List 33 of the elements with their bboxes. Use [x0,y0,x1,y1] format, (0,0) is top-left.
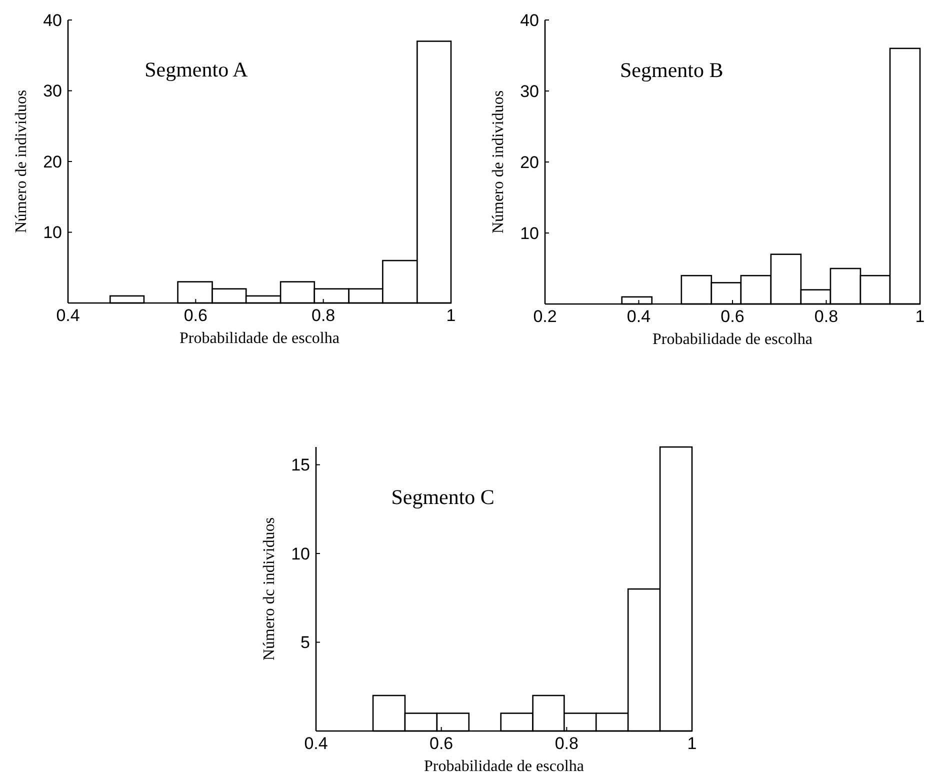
x-axis-title: Probabilidade de escolha [180,330,340,347]
x-axis-title: Probabilidade de escolha [652,331,812,348]
text: Segmento A [144,58,249,82]
x-tick-label: 0.6 [184,306,208,325]
x-tick-label: 1 [446,306,456,325]
x-tick-label: 0.6 [720,307,744,326]
text: Segmento C [391,484,494,509]
x-tick-label: 0.4 [626,307,651,326]
x-tick-label: 0.6 [430,734,454,753]
y-tick-label: 40 [43,10,62,30]
x-tick-label: 1 [687,734,697,753]
y-tick-label: 10 [520,224,539,243]
y-tick-label: 40 [520,10,539,30]
y-tick-label: 30 [520,82,539,101]
x-tick-label: 1 [915,307,925,326]
y-tick-label: 20 [43,152,62,172]
y-tick-label: 20 [520,152,539,172]
y-tick-label: 10 [43,223,62,242]
y-tick-label: 30 [43,82,62,101]
y-axis-title: Número de individuos [490,90,507,234]
x-tick-label: 0.8 [554,734,578,753]
y-tick-label: 15 [291,456,310,475]
x-tick-label: 0.4 [56,306,80,325]
x-axis-title: Probabilidade de escolha [424,758,584,775]
text: Segmento B [620,58,724,82]
y-axis-title: Número dc individuos [261,517,278,661]
x-tick-label: 0.2 [533,307,557,326]
x-tick-label: 0.8 [312,306,336,325]
y-axis-title: Número de individuos [13,90,30,234]
x-tick-label: 0.8 [814,307,838,326]
y-tick-label: 5 [300,633,310,652]
y-tick-label: 10 [291,544,310,564]
x-tick-label: 0.4 [304,734,328,753]
